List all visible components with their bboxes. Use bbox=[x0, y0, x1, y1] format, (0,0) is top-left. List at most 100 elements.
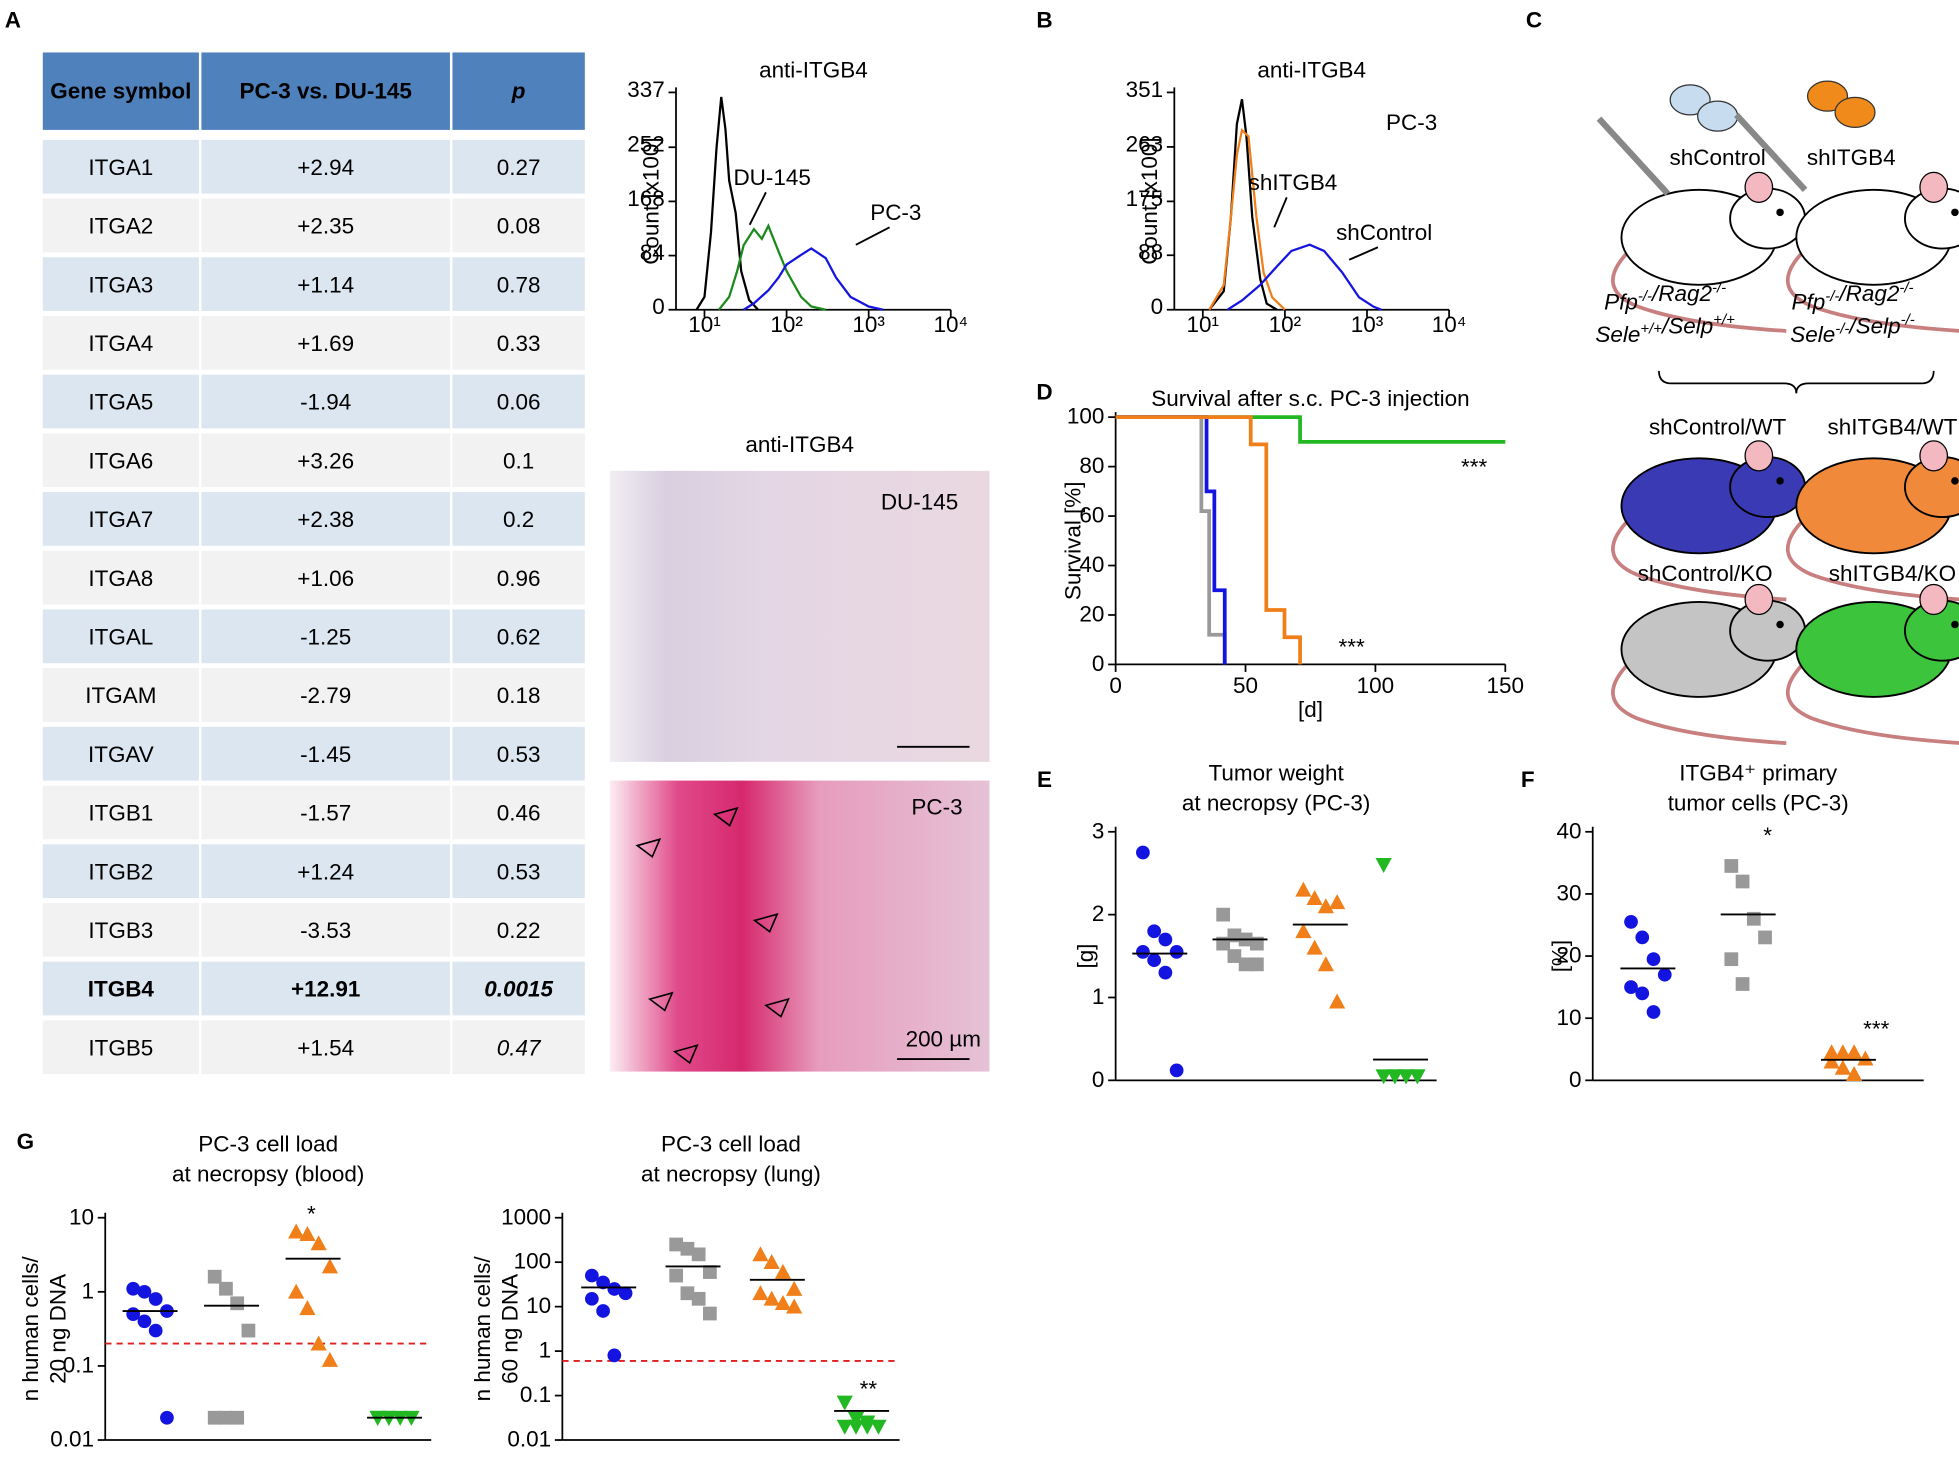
table-cell bbox=[452, 139, 585, 194]
annotation: *** bbox=[1863, 1017, 1889, 1042]
y-tick-label: 20 bbox=[1079, 602, 1104, 627]
cell-text: 0.62 bbox=[497, 624, 541, 649]
table-cell bbox=[201, 257, 450, 311]
data-point bbox=[870, 1419, 887, 1435]
data-point bbox=[1823, 1053, 1840, 1069]
data-point bbox=[1306, 889, 1323, 905]
x-tick-label: 0 bbox=[1109, 673, 1122, 698]
data-point bbox=[786, 1298, 803, 1314]
data-point bbox=[1147, 924, 1162, 939]
y-tick-label: 1 bbox=[1092, 984, 1105, 1009]
data-point bbox=[1624, 980, 1638, 994]
data-point bbox=[321, 1351, 339, 1367]
data-point bbox=[618, 1286, 633, 1301]
cell-text: 0.47 bbox=[497, 1035, 542, 1060]
mouse bbox=[1611, 583, 1806, 745]
table-cell bbox=[42, 492, 199, 546]
cell-text: 0.06 bbox=[497, 390, 541, 415]
header-cell bbox=[42, 52, 199, 130]
x-tick-label: 10³ bbox=[852, 312, 885, 337]
group-label: shControl/KO bbox=[1638, 561, 1773, 586]
y-tick-label: 84 bbox=[640, 240, 665, 265]
y-tick-label: 80 bbox=[1079, 453, 1104, 478]
table-cell bbox=[42, 315, 199, 370]
table-cell bbox=[201, 433, 450, 488]
mouse-tail bbox=[1786, 660, 1959, 745]
cell-text: ITGAV bbox=[88, 742, 154, 767]
x-tick-label: 10¹ bbox=[1187, 312, 1219, 337]
genotype-sup: -/- bbox=[1901, 312, 1915, 329]
data-point bbox=[137, 1284, 152, 1299]
genotype-sup: -/- bbox=[1712, 279, 1726, 296]
genotype-sup: +/+ bbox=[1640, 320, 1662, 337]
table-cell bbox=[201, 668, 450, 722]
cell-icon bbox=[1834, 96, 1876, 129]
cell-text: 0.96 bbox=[497, 566, 541, 591]
y-tick-label: 30 bbox=[1556, 880, 1581, 905]
data-point bbox=[836, 1419, 853, 1435]
data-point bbox=[288, 1283, 305, 1299]
data-point bbox=[1375, 858, 1392, 874]
cell-text: +2.94 bbox=[297, 155, 354, 180]
data-point bbox=[1238, 957, 1253, 972]
x-tick-label: 10² bbox=[1269, 312, 1302, 337]
data-point bbox=[584, 1268, 599, 1283]
y-axis-label: 60 ng DNA bbox=[497, 1274, 522, 1384]
data-point bbox=[1328, 894, 1346, 910]
data-point bbox=[596, 1304, 610, 1318]
data-point bbox=[1295, 923, 1312, 939]
y-tick-label: 10 bbox=[69, 1204, 94, 1229]
data-point bbox=[160, 1410, 174, 1425]
table-cell bbox=[42, 1020, 199, 1075]
data-point bbox=[680, 1286, 695, 1301]
data-point bbox=[1136, 945, 1150, 959]
data-point bbox=[1250, 957, 1264, 972]
mouse-eye bbox=[1776, 208, 1784, 217]
data-point bbox=[752, 1285, 769, 1301]
table-cell bbox=[201, 844, 450, 898]
genotype-base: /Rag2 bbox=[1837, 281, 1899, 306]
table-cell bbox=[201, 550, 450, 605]
cell-text: ITGA1 bbox=[88, 155, 153, 180]
data-point bbox=[752, 1246, 769, 1262]
annotation: ** bbox=[860, 1376, 878, 1401]
group-label: shITGB4/WT bbox=[1828, 415, 1958, 440]
data-point bbox=[1724, 859, 1739, 873]
ihc-image-pc3 bbox=[609, 780, 990, 1072]
table-cell bbox=[452, 198, 585, 253]
cell-text: -1.25 bbox=[300, 624, 351, 649]
cell-text: 0.1 bbox=[503, 448, 534, 473]
cell-text: +1.54 bbox=[297, 1035, 354, 1060]
data-point bbox=[1646, 952, 1661, 967]
header-cell bbox=[452, 52, 585, 130]
data-point bbox=[1646, 1005, 1661, 1019]
y-tick-label: 0 bbox=[652, 294, 665, 319]
cell-text: 0.2 bbox=[503, 507, 534, 532]
series-line bbox=[695, 96, 759, 311]
data-point bbox=[1317, 956, 1334, 972]
table-cell bbox=[452, 433, 585, 488]
group-label: shControl/WT bbox=[1649, 415, 1787, 440]
arrow bbox=[855, 226, 891, 246]
data-point bbox=[1724, 952, 1739, 967]
ihc-label: PC-3 bbox=[911, 794, 962, 819]
mouse bbox=[1611, 171, 1806, 333]
data-point bbox=[207, 1269, 222, 1284]
series-line bbox=[1208, 127, 1286, 311]
genotype-sup: -/- bbox=[1835, 320, 1849, 337]
data-point bbox=[680, 1241, 695, 1256]
chart-title: PC-3 cell load bbox=[198, 1132, 338, 1157]
panel-label: B bbox=[1036, 7, 1052, 32]
table-cell bbox=[452, 315, 585, 370]
cell-icon bbox=[1806, 80, 1849, 112]
genotype-sup: +/+ bbox=[1713, 312, 1735, 329]
cell-text: ITGAM bbox=[85, 683, 156, 708]
cell-text: -2.79 bbox=[300, 683, 351, 708]
mouse-eye bbox=[1776, 620, 1784, 629]
cell-text: ITGAL bbox=[88, 624, 153, 649]
data-point bbox=[299, 1300, 316, 1316]
arrowheads bbox=[635, 806, 790, 1065]
header-text: PC-3 vs. DU-145 bbox=[240, 79, 412, 104]
y-tick-label: 0.1 bbox=[63, 1352, 94, 1377]
table-cell bbox=[42, 844, 199, 898]
